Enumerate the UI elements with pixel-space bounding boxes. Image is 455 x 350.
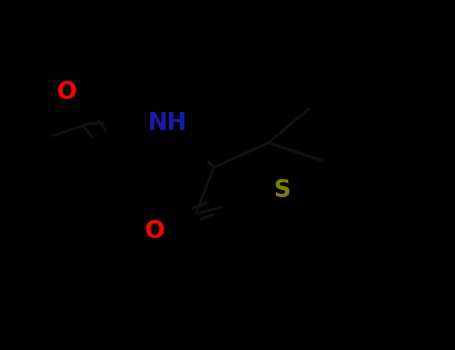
Text: O: O: [57, 80, 77, 104]
Text: NH: NH: [148, 111, 187, 135]
Text: S: S: [273, 178, 291, 202]
Text: O: O: [145, 219, 165, 243]
